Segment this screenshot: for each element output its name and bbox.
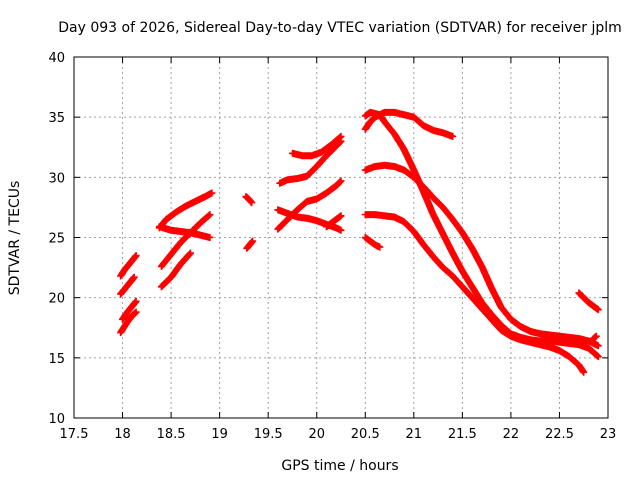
x-tick-label: 17.5 [60,427,89,442]
data-point-markers [361,111,602,361]
data-point-markers [242,193,256,207]
data-point-markers [117,308,140,337]
x-tick-label: 20.5 [351,427,380,442]
x-tick-label: 18.5 [157,427,186,442]
series-arc-1 [117,252,140,280]
series-arc-22 [589,332,600,343]
data-point-markers [289,132,345,160]
data-point-markers [117,273,138,298]
data-point-markers [589,332,600,343]
x-tick-label: 22.5 [545,427,574,442]
series-arc-12 [289,132,345,160]
y-tick-label: 35 [48,111,65,126]
x-tick-label: 18 [114,427,131,442]
x-tick-label: 20 [308,427,325,442]
data-point-markers [119,297,140,323]
series-arc-21 [575,289,602,314]
x-tick-label: 19 [211,427,228,442]
x-tick-label: 23 [600,427,617,442]
series-arc-10 [243,237,257,252]
series-arc-17 [361,108,457,140]
chart-title: Day 093 of 2026, Sidereal Day-to-day VTE… [58,20,622,36]
series-arc-11 [276,137,345,187]
data-point-markers [361,108,457,140]
x-axis-label: GPS time / hours [281,458,398,474]
series-arc-7 [157,211,214,270]
series-arc-19 [361,161,602,350]
y-tick-label: 25 [48,232,65,247]
grid [74,57,608,418]
y-tick-label: 20 [48,292,65,307]
y-tick-label: 30 [48,171,65,186]
series-arc-15 [322,212,345,231]
data-point-markers [117,252,140,280]
data-point-markers [157,249,194,291]
series-arc-2 [117,273,138,298]
y-tick-label: 15 [48,352,65,367]
series-arc-3 [117,308,140,337]
series-arc-20 [361,211,588,376]
x-tick-label: 21.5 [448,427,477,442]
series-arc-9 [242,193,256,207]
series-arc-16 [361,234,384,251]
data-point-markers [322,212,345,231]
series-arc-4 [119,297,140,323]
y-tick-label: 10 [48,412,65,427]
x-tick-label: 22 [503,427,520,442]
y-axis-label: SDTVAR / TECUs [7,181,23,296]
series-arc-18 [361,111,602,361]
data-point-markers [361,234,384,251]
x-axis: 17.5 18 18.5 19 19.5 20 20.5 21 21.5 22 22.5 23 [60,57,617,442]
series-arc-8 [157,249,194,291]
x-tick-label: 21 [406,427,423,442]
data-point-markers [575,289,602,314]
data-point-markers [361,211,588,376]
y-tick-label: 40 [48,51,65,66]
data-point-markers [243,237,257,252]
y-axis: 10 15 20 25 30 35 40 [48,51,608,427]
data-point-markers [361,161,602,350]
plot-area [117,108,602,376]
data-point-markers [157,211,214,270]
x-tick-label: 19.5 [254,427,283,442]
data-point-markers [276,137,345,187]
